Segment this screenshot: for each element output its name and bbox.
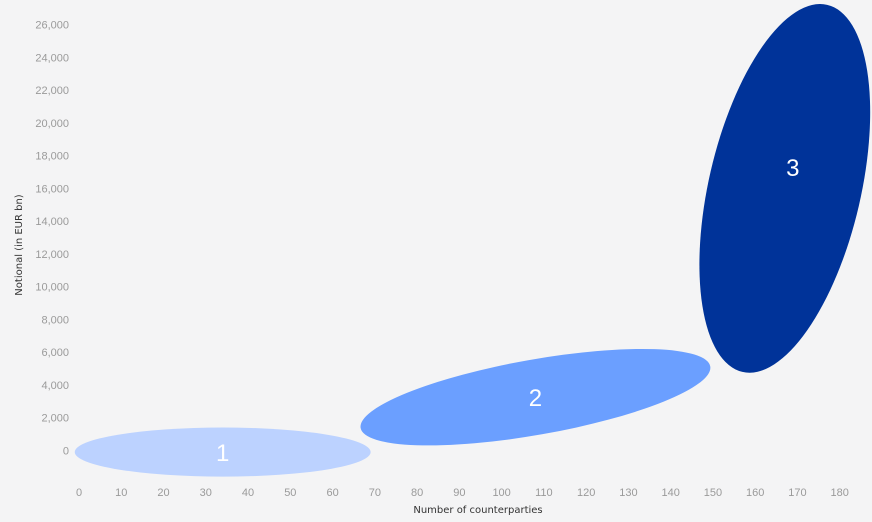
- x-tick-label: 140: [662, 487, 680, 499]
- y-tick-label: 20,000: [35, 118, 69, 130]
- x-tick-label: 120: [577, 487, 595, 499]
- cluster-label-1: 1: [216, 440, 229, 467]
- x-tick-label: 170: [788, 487, 806, 499]
- y-axis-label: Notional (in EUR bn): [14, 194, 25, 295]
- x-tick-label: 90: [453, 487, 465, 499]
- x-tick-label: 160: [746, 487, 764, 499]
- x-tick-label: 20: [157, 487, 169, 499]
- x-tick-label: 10: [115, 487, 127, 499]
- y-axis-ticks: 0 2,000 4,000 6,000 8,000 10,000 12,000 14,000 1…: [35, 20, 69, 458]
- x-tick-label: 150: [704, 487, 722, 499]
- x-tick-label: 70: [369, 487, 381, 499]
- y-tick-label: 8,000: [41, 314, 69, 326]
- cluster-ellipse-3: [699, 4, 871, 373]
- y-tick-label: 14,000: [35, 216, 69, 228]
- x-tick-label: 100: [492, 487, 510, 499]
- cluster-label-3: 3: [786, 155, 799, 182]
- y-tick-label: 0: [63, 445, 69, 457]
- y-tick-label: 6,000: [41, 347, 69, 359]
- cluster-ellipse-1: [74, 427, 371, 477]
- y-tick-label: 2,000: [41, 413, 69, 425]
- x-tick-label: 80: [411, 487, 423, 499]
- x-tick-label: 180: [831, 487, 849, 499]
- y-tick-label: 16,000: [35, 183, 69, 195]
- x-tick-label: 30: [200, 487, 212, 499]
- x-tick-label: 0: [76, 487, 82, 499]
- x-tick-label: 40: [242, 487, 254, 499]
- y-tick-label: 12,000: [35, 249, 69, 261]
- x-axis-ticks: 0 10 20 30 40 50 60 70 80 90 100 110 120 130 140 150 160…: [76, 487, 849, 499]
- y-tick-label: 22,000: [35, 85, 69, 97]
- y-tick-label: 18,000: [35, 151, 69, 163]
- x-tick-label: 50: [284, 487, 296, 499]
- y-tick-label: 10,000: [35, 282, 69, 294]
- cluster-label-2: 2: [529, 385, 542, 412]
- x-axis-label: Number of counterparties: [413, 505, 542, 516]
- x-tick-label: 110: [535, 487, 553, 499]
- cluster-ellipse-2: [360, 348, 711, 446]
- y-tick-label: 4,000: [41, 380, 69, 392]
- x-tick-label: 130: [619, 487, 637, 499]
- y-tick-label: 24,000: [35, 52, 69, 64]
- y-tick-label: 26,000: [35, 20, 69, 32]
- x-tick-label: 60: [326, 487, 338, 499]
- cluster-layer: 1 2 3: [74, 4, 871, 477]
